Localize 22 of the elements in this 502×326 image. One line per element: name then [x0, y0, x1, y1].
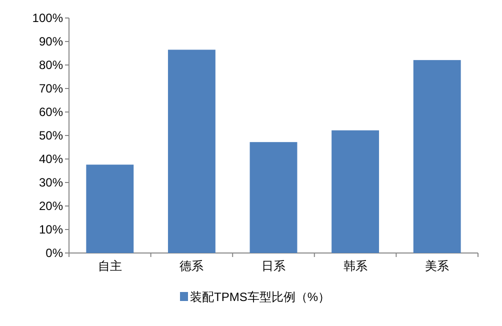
y-tick-label: 0% [46, 246, 64, 260]
bar [86, 164, 134, 253]
y-tick-label: 10% [38, 222, 64, 236]
bar [250, 142, 298, 253]
x-tick-label: 自主 [98, 259, 122, 273]
bar [168, 50, 216, 253]
y-tick-label: 70% [38, 82, 64, 96]
bar [332, 130, 380, 253]
y-tick-label: 80% [38, 58, 64, 72]
x-tick-label: 德系 [180, 259, 204, 273]
y-tick-label: 30% [38, 176, 64, 190]
y-tick-label: 50% [38, 128, 64, 142]
y-tick-label: 100% [32, 11, 64, 25]
legend: 装配TPMS车型比例（%） [180, 290, 330, 304]
bar [413, 60, 461, 253]
y-tick-label: 20% [38, 199, 64, 213]
y-tick-label: 40% [38, 152, 64, 166]
y-tick-label: 60% [38, 105, 64, 119]
y-tick-label: 90% [38, 34, 64, 48]
x-tick-label: 美系 [425, 259, 450, 273]
x-tick-label: 韩系 [343, 259, 368, 273]
x-tick-label: 日系 [262, 259, 286, 273]
